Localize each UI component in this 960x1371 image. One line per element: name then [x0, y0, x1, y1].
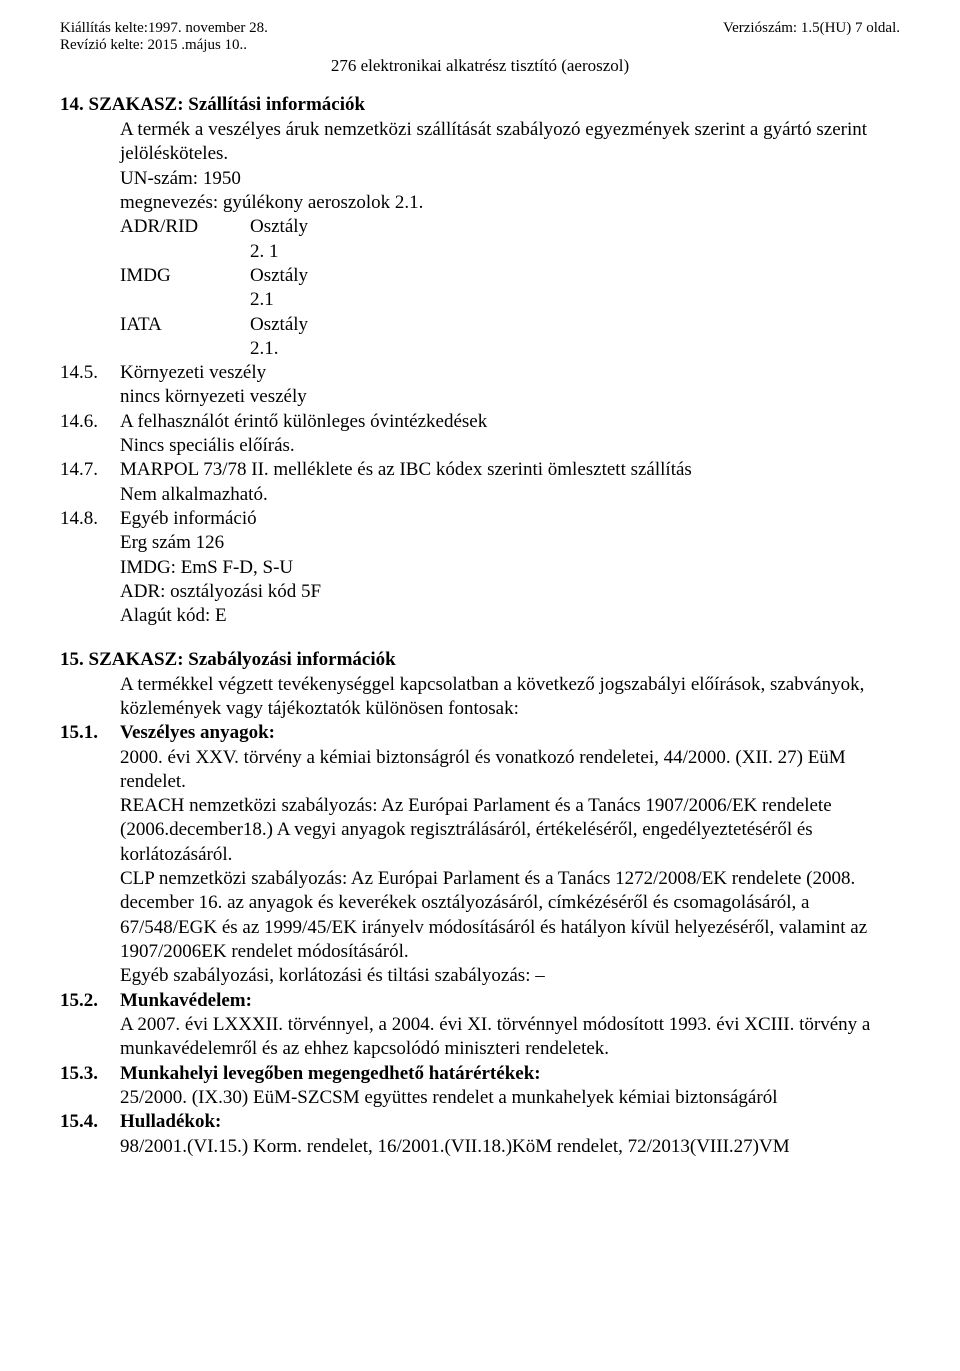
num-14-5: 14.5.	[60, 361, 120, 410]
text-14-8c: IMDG: EmS F-D, S-U	[120, 556, 900, 580]
spacer	[60, 629, 900, 641]
content-15-1: Veszélyes anyagok: 2000. évi XXV. törvén…	[120, 721, 900, 988]
text-14-8: Egyéb információ Erg szám 126 IMDG: EmS …	[120, 507, 900, 629]
text-14-8e: Alagút kód: E	[120, 604, 900, 628]
text-14-8b: Erg szám 126	[120, 531, 900, 555]
heading-15-4: Hulladékok:	[120, 1110, 900, 1134]
text-14-5: Környezeti veszély nincs környezeti vesz…	[120, 361, 900, 410]
heading-15-1: Veszélyes anyagok:	[120, 721, 900, 745]
iata-label: IATA	[120, 313, 250, 337]
content-15-2: Munkavédelem: A 2007. évi LXXXII. törvén…	[120, 989, 900, 1062]
iata-class: 2.1.	[250, 337, 900, 361]
content-15-3: Munkahelyi levegőben megengedhető határé…	[120, 1062, 900, 1111]
header-right: Verziószám: 1.5(HU) 7 oldal.	[723, 20, 900, 54]
iata-row: IATA Osztály	[120, 313, 900, 337]
imdg-row: IMDG Osztály	[120, 264, 900, 288]
text-14-5b: nincs környezeti veszély	[120, 385, 900, 409]
text-14-6b: Nincs speciális előírás.	[120, 434, 900, 458]
num-14-8: 14.8.	[60, 507, 120, 629]
heading-15-3: Munkahelyi levegőben megengedhető határé…	[120, 1062, 900, 1086]
text-14-7a: MARPOL 73/78 II. melléklete és az IBC kó…	[120, 458, 900, 482]
item-15-2: 15.2. Munkavédelem: A 2007. évi LXXXII. …	[60, 989, 900, 1062]
item-14-6: 14.6. A felhasználót érintő különleges ó…	[60, 410, 900, 459]
text-15-2: A 2007. évi LXXXII. törvénnyel, a 2004. …	[120, 1013, 900, 1062]
text-14-7: MARPOL 73/78 II. melléklete és az IBC kó…	[120, 458, 900, 507]
item-15-1: 15.1. Veszélyes anyagok: 2000. évi XXV. …	[60, 721, 900, 988]
item-14-7: 14.7. MARPOL 73/78 II. melléklete és az …	[60, 458, 900, 507]
num-15-3: 15.3.	[60, 1062, 120, 1111]
text-15-1: 2000. évi XXV. törvény a kémiai biztonsá…	[120, 746, 900, 989]
num-15-4: 15.4.	[60, 1110, 120, 1159]
num-15-1: 15.1.	[60, 721, 120, 988]
text-15-3: 25/2000. (IX.30) EüM-SZCSM együttes rend…	[120, 1086, 900, 1110]
version-text: Verziószám: 1.5(HU) 7 oldal.	[723, 20, 900, 37]
adr-label: ADR/RID	[120, 215, 250, 239]
document-page: Kiállítás kelte:1997. november 28. Revíz…	[0, 0, 960, 1199]
section-14-intro: A termék a veszélyes áruk nemzetközi szá…	[120, 118, 900, 167]
issue-date: Kiállítás kelte:1997. november 28.	[60, 20, 268, 37]
section-15-heading: 15. SZAKASZ: Szabályozási információk	[60, 649, 900, 671]
text-14-5a: Környezeti veszély	[120, 361, 900, 385]
text-14-8a: Egyéb információ	[120, 507, 900, 531]
adr-class: 2. 1	[250, 240, 900, 264]
item-15-4: 15.4. Hulladékok: 98/2001.(VI.15.) Korm.…	[60, 1110, 900, 1159]
imdg-val: Osztály	[250, 264, 900, 288]
item-14-8: 14.8. Egyéb információ Erg szám 126 IMDG…	[60, 507, 900, 629]
header-left: Kiállítás kelte:1997. november 28. Revíz…	[60, 20, 268, 54]
text-14-6a: A felhasználót érintő különleges óvintéz…	[120, 410, 900, 434]
num-15-2: 15.2.	[60, 989, 120, 1062]
adr-row: ADR/RID Osztály	[120, 215, 900, 239]
imdg-label: IMDG	[120, 264, 250, 288]
imdg-class: 2.1	[250, 288, 900, 312]
text-14-7b: Nem alkalmazható.	[120, 483, 900, 507]
text-15-4: 98/2001.(VI.15.) Korm. rendelet, 16/2001…	[120, 1135, 900, 1159]
iata-val: Osztály	[250, 313, 900, 337]
item-15-3: 15.3. Munkahelyi levegőben megengedhető …	[60, 1062, 900, 1111]
un-number: UN-szám: 1950	[120, 167, 900, 191]
designation: megnevezés: gyúlékony aeroszolok 2.1.	[120, 191, 900, 215]
text-14-6: A felhasználót érintő különleges óvintéz…	[120, 410, 900, 459]
section-14-heading: 14. SZAKASZ: Szállítási információk	[60, 94, 900, 116]
item-14-5: 14.5. Környezeti veszély nincs környezet…	[60, 361, 900, 410]
content-15-4: Hulladékok: 98/2001.(VI.15.) Korm. rende…	[120, 1110, 900, 1159]
num-14-7: 14.7.	[60, 458, 120, 507]
page-header: Kiállítás kelte:1997. november 28. Revíz…	[60, 20, 900, 54]
revision-date: Revízió kelte: 2015 .május 10..	[60, 37, 268, 54]
num-14-6: 14.6.	[60, 410, 120, 459]
adr-val: Osztály	[250, 215, 900, 239]
product-subtitle: 276 elektronikai alkatrész tisztító (aer…	[60, 56, 900, 76]
heading-15-2: Munkavédelem:	[120, 989, 900, 1013]
text-14-8d: ADR: osztályozási kód 5F	[120, 580, 900, 604]
section-15-intro: A termékkel végzett tevékenységgel kapcs…	[120, 673, 900, 722]
